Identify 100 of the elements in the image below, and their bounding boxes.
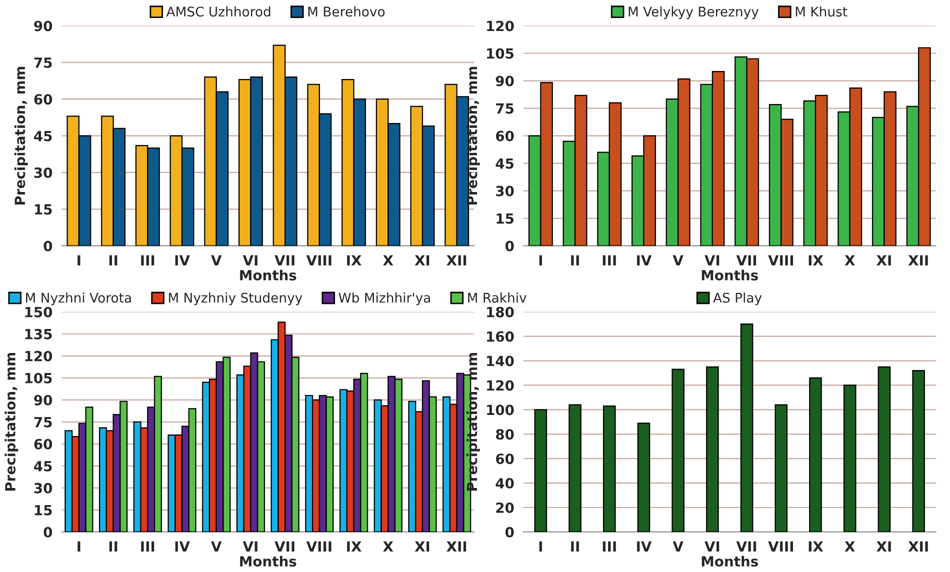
y-tick-label: 0 <box>505 240 514 252</box>
y-tick-label: 60 <box>34 438 52 450</box>
x-tick-label: III <box>141 255 154 266</box>
x-tick-label: XII <box>908 255 928 266</box>
x-tick-label: V <box>211 255 222 266</box>
y-tick-label: 40 <box>496 478 514 489</box>
y-tick-label: 140 <box>487 356 514 366</box>
bar <box>706 366 719 532</box>
x-tick-label: IX <box>808 255 824 266</box>
x-tick-label: II <box>109 541 118 552</box>
legend-label: M Velykyy Bereznyy <box>628 6 759 20</box>
x-tick-label: VIII <box>306 541 332 552</box>
x-tick-label: V <box>672 255 684 266</box>
x-tick-label: IX <box>347 255 362 266</box>
y-tick-label: 45 <box>34 130 52 142</box>
x-tick-label: X <box>844 541 855 552</box>
bar <box>602 405 616 532</box>
x-tick-label: II <box>571 255 579 266</box>
y-tick-label: 30 <box>34 482 52 494</box>
x-tick-label: VI <box>704 255 720 266</box>
bar <box>878 366 891 532</box>
y-tick-label: 135 <box>25 328 52 340</box>
x-tick-label: XI <box>876 541 891 552</box>
x-tick-label: XI <box>876 255 891 266</box>
x-tick-label: IV <box>175 541 190 552</box>
x-tick-label: VII <box>736 255 756 266</box>
y-tick-label: 0 <box>44 526 52 538</box>
legend-label: Wb Mizhhir'ya <box>338 292 430 306</box>
legend-label: M Khust <box>796 6 848 17</box>
bar <box>534 409 548 532</box>
y-tick-label: 75 <box>496 103 514 114</box>
y-tick-label: 90 <box>34 20 52 32</box>
x-tick-label: X <box>383 255 394 266</box>
x-tick-label: VII <box>274 541 294 552</box>
x-tick-label: I <box>78 541 80 552</box>
y-tick-label: 105 <box>25 372 52 384</box>
x-tick-label: VII <box>274 255 294 266</box>
y-tick-label: 30 <box>34 167 52 178</box>
x-tick-label: I <box>539 255 542 266</box>
x-tick-label: XI <box>414 541 430 552</box>
x-axis-title: Months <box>240 556 296 567</box>
y-tick-label: 20 <box>496 502 514 513</box>
bar <box>809 377 822 532</box>
x-tick-label: XII <box>446 541 466 552</box>
y-tick-label: 100 <box>487 404 514 416</box>
legend-label: M Rakhiv <box>468 292 526 303</box>
y-tick-label: 90 <box>34 394 52 406</box>
y-tick-label: 60 <box>496 454 514 464</box>
x-tick-label: XII <box>908 541 928 552</box>
x-tick-label: V <box>211 541 222 552</box>
bar <box>912 370 925 532</box>
x-tick-label: IV <box>637 255 652 266</box>
y-tick-label: 30 <box>496 186 514 196</box>
x-tick-label: V <box>672 541 684 552</box>
y-tick-label: 120 <box>25 350 52 362</box>
y-tick-label: 90 <box>496 76 514 86</box>
y-tick-label: 15 <box>34 505 52 516</box>
legend-label: M Nyzhniy Studenyy <box>168 292 302 306</box>
x-tick-label: VI <box>704 541 720 552</box>
y-axis-title: Precipitation, mm <box>466 352 480 491</box>
bar <box>843 384 856 532</box>
x-axis-title: Months <box>702 270 758 280</box>
x-tick-label: VIII <box>768 255 793 266</box>
x-axis-title: Months <box>702 556 758 567</box>
y-tick-label: 45 <box>34 461 52 472</box>
y-tick-label: 0 <box>44 240 52 252</box>
x-tick-label: XI <box>414 255 430 266</box>
y-tick-label: 60 <box>34 94 52 105</box>
y-tick-label: 60 <box>496 130 514 142</box>
x-tick-label: VI <box>242 255 258 266</box>
x-tick-label: IV <box>637 541 652 552</box>
x-tick-label: VI <box>242 541 258 552</box>
y-tick-label: 45 <box>496 158 514 169</box>
x-tick-label: III <box>602 255 616 266</box>
legend-label: M Berehovo <box>308 6 385 17</box>
y-tick-label: 105 <box>487 48 514 59</box>
x-axis-title: Months <box>240 270 296 280</box>
bar <box>740 324 754 532</box>
x-tick-label: III <box>602 541 616 552</box>
legend-label: AMSC Uzhhorod <box>166 6 270 17</box>
x-tick-label: IX <box>808 541 824 552</box>
x-tick-label: XII <box>446 255 466 266</box>
legend-label: AS Play <box>713 292 762 306</box>
y-tick-label: 150 <box>25 306 52 318</box>
x-tick-label: VII <box>736 541 756 552</box>
legend-label: M Nyzhni Vorota <box>26 292 131 306</box>
x-tick-label: X <box>844 255 855 266</box>
x-tick-label: III <box>141 541 154 552</box>
bar <box>672 368 684 532</box>
y-tick-label: 180 <box>487 306 514 318</box>
y-axis-title: Precipitation, mm <box>466 66 480 205</box>
y-tick-label: 15 <box>34 204 52 215</box>
x-tick-label: VIII <box>768 541 793 552</box>
y-tick-label: 120 <box>487 20 514 32</box>
bar <box>774 404 788 532</box>
y-axis-title: Precipitation, mm <box>4 352 18 491</box>
y-tick-label: 75 <box>34 58 52 68</box>
x-tick-label: II <box>571 541 579 552</box>
y-tick-label: 75 <box>34 417 52 428</box>
bar <box>637 422 650 532</box>
